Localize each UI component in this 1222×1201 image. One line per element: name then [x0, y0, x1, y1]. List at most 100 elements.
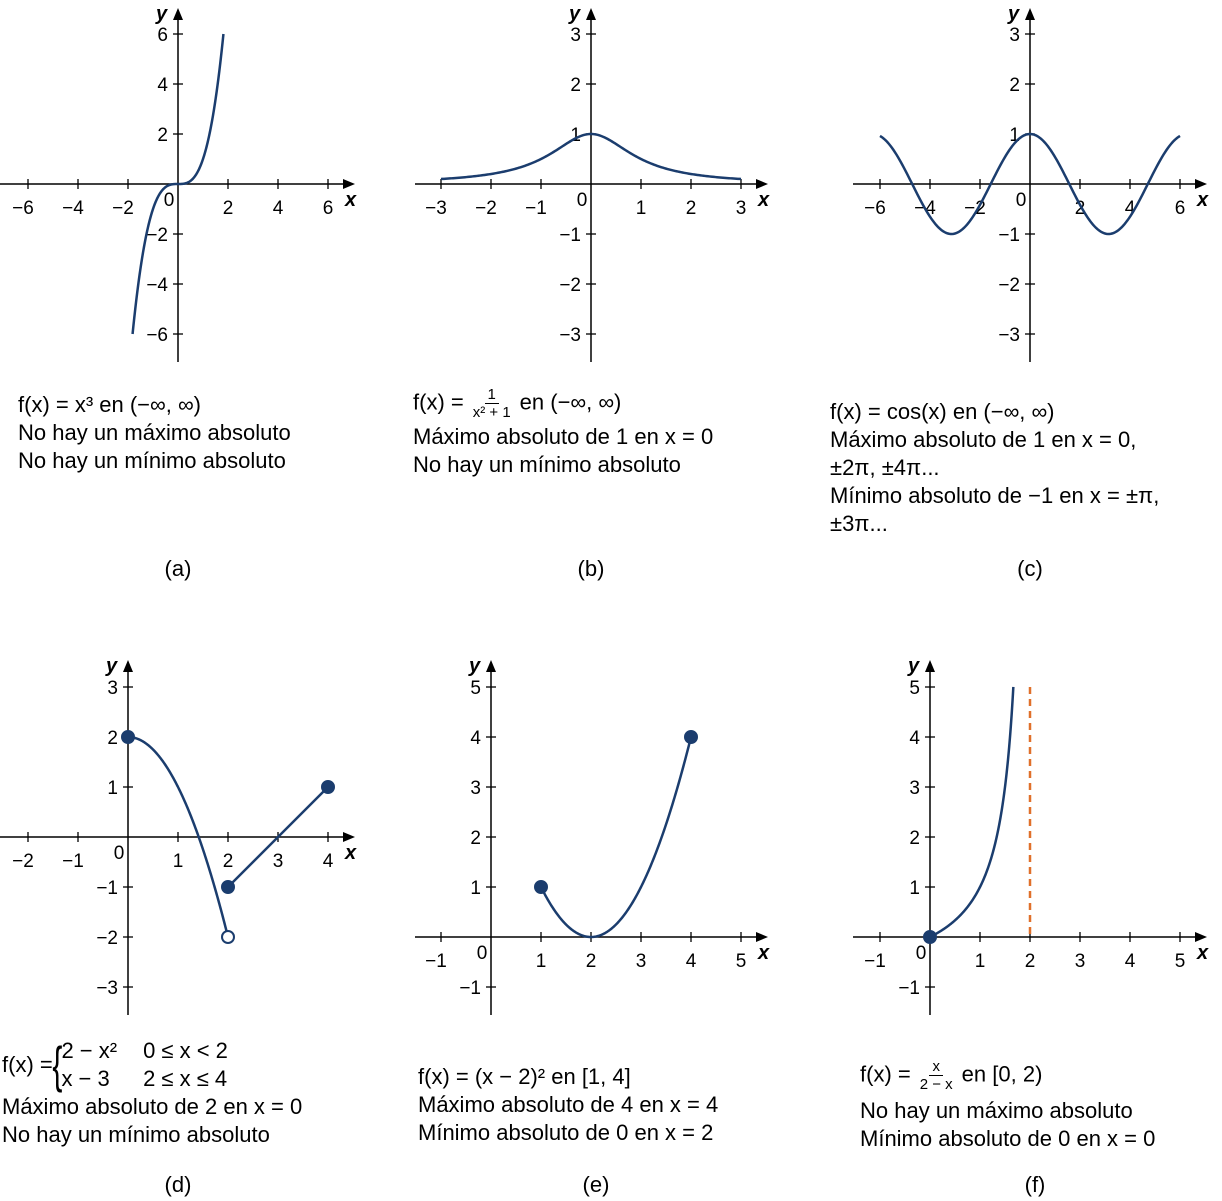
caption-line: No hay un máximo absoluto — [18, 420, 291, 445]
graph-d: x y 0 −2 −1 1 2 3 4 −3 −2 −1 1 2 3 — [0, 655, 357, 1015]
x-axis-label: x — [757, 189, 770, 211]
x-tick-label: −2 — [12, 851, 34, 872]
x-tick-label: 2 — [1075, 198, 1086, 219]
x-tick-label: −1 — [425, 951, 447, 972]
x-axis-label: x — [344, 842, 357, 864]
y-tick-label: −2 — [96, 928, 118, 949]
x-axis-label: x — [344, 189, 357, 211]
caption-line: No hay un mínimo absoluto — [413, 452, 681, 477]
y-axis-arrow-icon — [1025, 8, 1035, 20]
caption-line: No hay un mínimo absoluto — [18, 448, 286, 473]
x-tick-label: 3 — [636, 951, 647, 972]
caption-line: No hay un mínimo absoluto — [2, 1122, 270, 1147]
y-axis-arrow-icon — [173, 8, 183, 20]
y-axis-label: y — [468, 655, 481, 677]
x-tick-label: 6 — [323, 198, 334, 219]
graph-a: x y 0 −6 −4 −2 2 4 6 −6 −4 −2 2 4 6 — [0, 3, 357, 362]
formula-e: f(x) = (x − 2)² en [1, 4] — [418, 1064, 631, 1089]
y-tick-label: 4 — [157, 75, 168, 96]
x-tick-label: 5 — [1175, 951, 1186, 972]
x-axis-label: x — [757, 942, 770, 964]
caption-e: f(x) = (x − 2)² en [1, 4] Máximo absolut… — [418, 1063, 718, 1147]
y-tick-label: 2 — [909, 828, 920, 849]
function-curve — [440, 132, 742, 181]
x-tick-label: 1 — [536, 951, 547, 972]
y-tick-label: 1 — [570, 125, 581, 146]
caption-b: f(x) = 1 x² + 1 en (−∞, ∞) Máximo absoluto … — [413, 386, 713, 479]
y-axis-arrow-icon — [123, 660, 133, 672]
caption-c: f(x) = cos(x) en (−∞, ∞) Máximo absoluto… — [830, 398, 1159, 538]
origin-label: 0 — [577, 190, 588, 211]
y-tick-label: −1 — [96, 878, 118, 899]
panel-label-e: (e) — [582, 1172, 610, 1197]
x-tick-label: 2 — [686, 198, 697, 219]
x-tick-label: 4 — [1125, 951, 1136, 972]
y-tick-label: 5 — [909, 678, 920, 699]
y-tick-label: 5 — [470, 678, 481, 699]
x-axis-label: x — [1196, 942, 1209, 964]
graph-f: x y 0 −1 1 2 3 4 5 −1 1 2 3 4 5 — [853, 655, 1209, 1015]
caption-f: f(x) = x 2 − x en [0, 2) No hay un máximo a… — [860, 1058, 1155, 1153]
y-tick-label: 1 — [909, 878, 920, 899]
function-curve — [131, 33, 225, 335]
x-tick-label: −1 — [864, 951, 886, 972]
panel-label-d: (d) — [164, 1172, 192, 1197]
caption-d: f(x) ={2 − x² 0 ≤ x < 2 x − 3 2 ≤ x ≤ 4 Máx… — [2, 1037, 302, 1149]
x-tick-label: −6 — [864, 198, 886, 219]
formula-prefix: f(x) = — [413, 389, 464, 415]
x-tick-label: 2 — [586, 951, 597, 972]
formula-prefix: f(x) = — [2, 1052, 53, 1077]
y-tick-label: 4 — [470, 728, 481, 749]
origin-label: 0 — [477, 943, 488, 964]
caption-line: Mínimo absoluto de 0 en x = 0 — [860, 1126, 1156, 1151]
formula-suffix: en (−∞, ∞) — [519, 389, 622, 415]
origin-label: 0 — [1016, 190, 1027, 211]
function-curve — [879, 132, 1181, 236]
closed-endpoint — [121, 730, 135, 744]
y-tick-label: 2 — [157, 125, 168, 146]
origin-label: 0 — [114, 843, 125, 864]
y-tick-label: 1 — [107, 778, 118, 799]
piece-expression: x − 3 — [61, 1066, 110, 1091]
caption-a: f(x) = x³ en (−∞, ∞) No hay un máximo ab… — [18, 391, 291, 475]
origin-label: 0 — [916, 943, 927, 964]
x-tick-label: 3 — [736, 198, 747, 219]
piece-expression: 2 − x² — [61, 1038, 118, 1063]
y-axis-arrow-icon — [486, 660, 496, 672]
y-tick-label: 1 — [470, 878, 481, 899]
x-axis-arrow-icon — [343, 832, 355, 842]
y-tick-label: −2 — [998, 275, 1020, 296]
panel-label-c: (c) — [1017, 556, 1043, 581]
x-tick-label: 4 — [323, 851, 334, 872]
y-tick-label: 3 — [1009, 25, 1020, 46]
open-endpoint — [221, 930, 235, 944]
y-tick-label: −3 — [998, 325, 1020, 346]
x-tick-label: 6 — [1175, 198, 1186, 219]
closed-endpoint — [684, 730, 698, 744]
graph-e: x y 0 −1 1 2 3 4 5 −1 1 2 3 4 5 — [415, 655, 770, 1015]
panel-label-a: (a) — [164, 556, 192, 581]
fraction-numerator: x — [929, 1058, 943, 1076]
caption-line: Mínimo absoluto de −1 en x = ±π, — [830, 483, 1160, 508]
closed-endpoint — [923, 930, 937, 944]
x-axis-arrow-icon — [1195, 932, 1207, 942]
formula-c: f(x) = cos(x) en (−∞, ∞) — [830, 399, 1055, 424]
caption-line: Máximo absoluto de 1 en x = 0 — [413, 424, 714, 449]
x-tick-label: 1 — [173, 851, 184, 872]
fraction-denominator: x² + 1 — [472, 404, 511, 421]
function-curve — [929, 686, 1015, 939]
closed-endpoint — [534, 880, 548, 894]
x-tick-label: −3 — [425, 198, 447, 219]
x-tick-label: −2 — [475, 198, 497, 219]
caption-line: Máximo absoluto de 1 en x = 0, — [830, 427, 1137, 452]
y-tick-label: 6 — [157, 25, 168, 46]
x-tick-label: 2 — [1025, 951, 1036, 972]
y-tick-label: 4 — [909, 728, 920, 749]
fraction-numerator: 1 — [484, 386, 499, 404]
curve-segment-1 — [128, 735, 230, 938]
y-axis-label: y — [1007, 3, 1020, 25]
x-tick-label: −4 — [62, 198, 84, 219]
formula-b: f(x) = 1 x² + 1 en (−∞, ∞) — [413, 386, 713, 421]
y-tick-label: −1 — [559, 225, 581, 246]
closed-endpoint — [321, 780, 335, 794]
